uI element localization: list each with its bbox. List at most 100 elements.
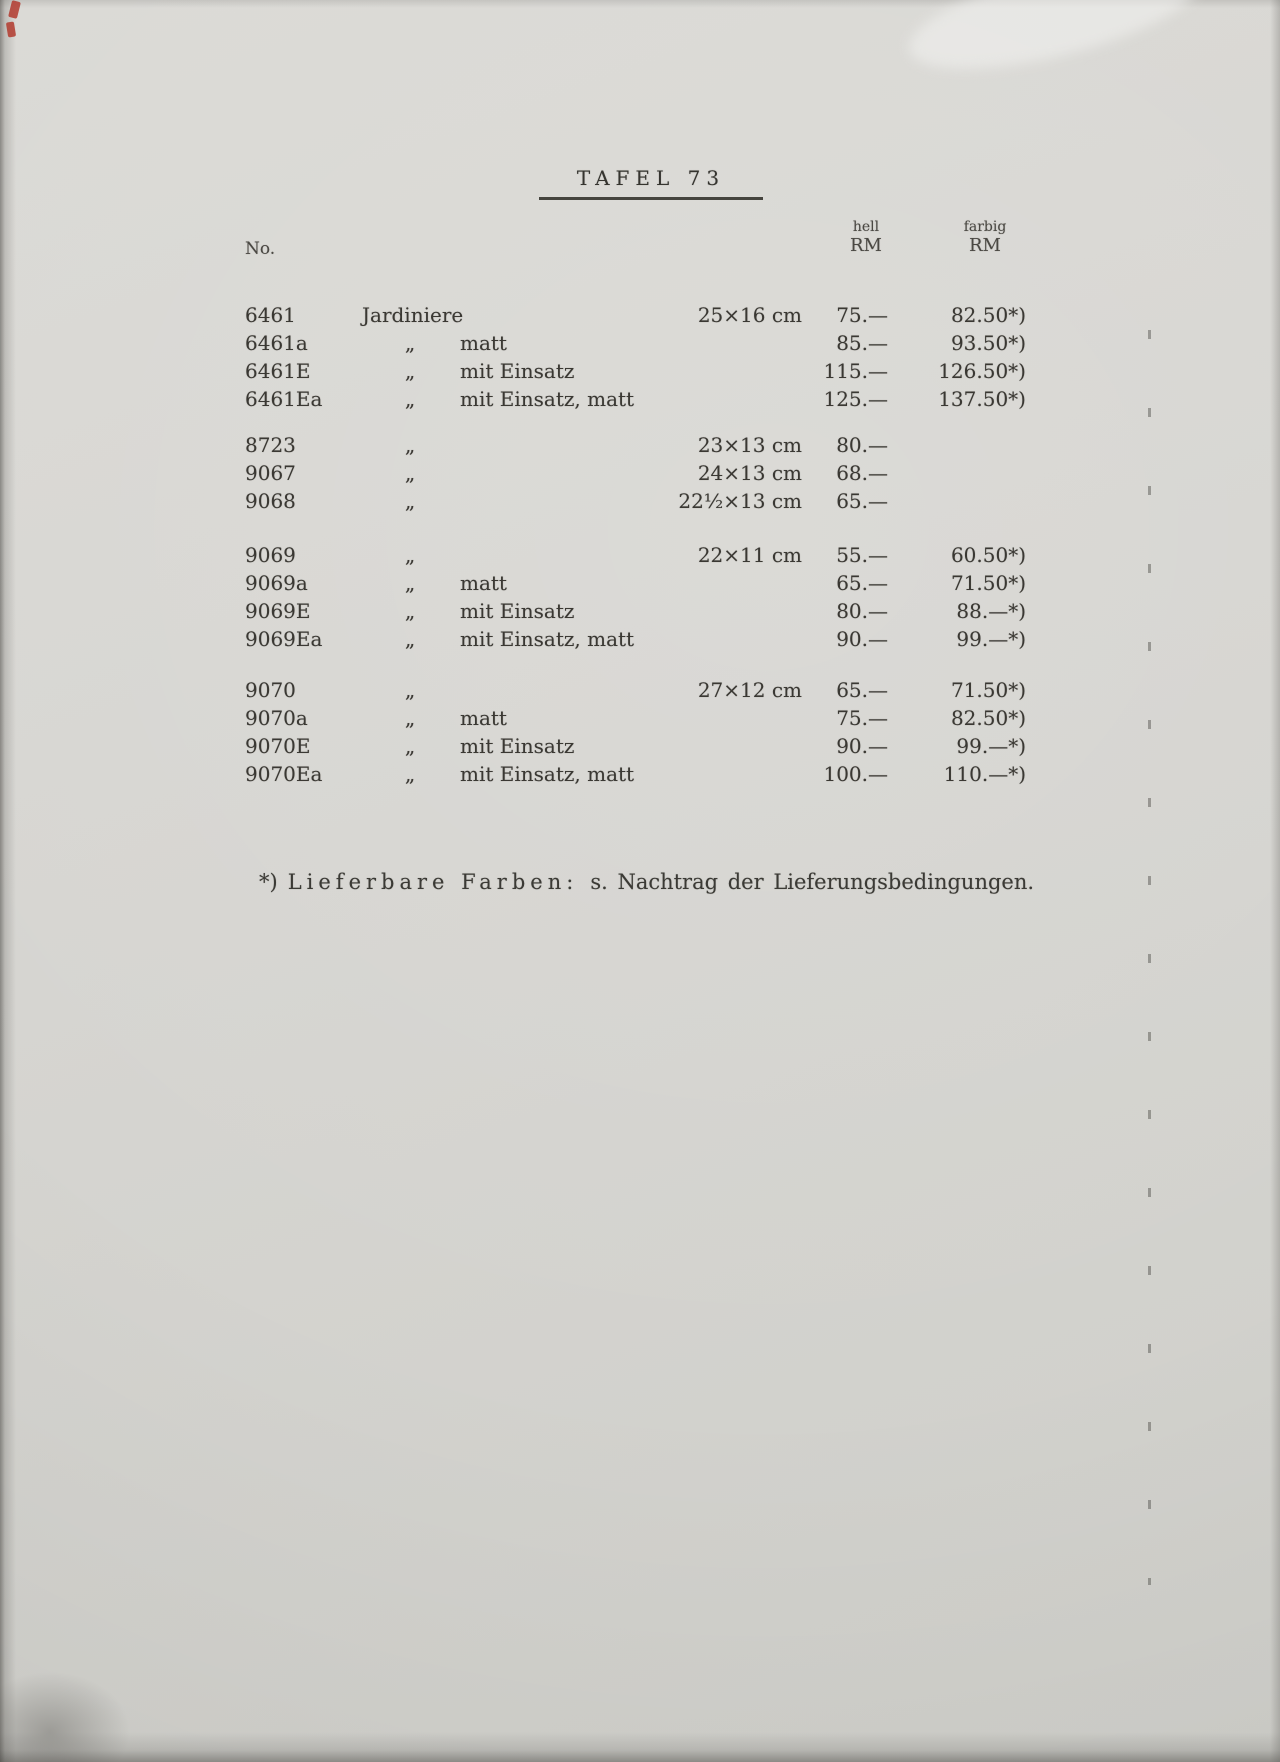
cell-price-hell: 80.—	[836, 599, 888, 623]
hell-label: hell	[852, 219, 880, 235]
cell-price-hell: 125.—	[823, 387, 888, 411]
cell-no: 9070Ea	[245, 762, 323, 786]
cell-name: „	[404, 571, 416, 595]
table-row: 9070a „ matt 75.— 82.50*)	[0, 704, 1280, 732]
cell-size: 23×13 cm	[697, 433, 802, 457]
cell-name: „	[404, 706, 416, 730]
cell-no: 9070a	[245, 706, 308, 730]
cell-price-farbig: 82.50*)	[950, 303, 1026, 327]
cell-name: „	[404, 489, 416, 513]
corner-shadow	[0, 1672, 130, 1762]
page-curl-highlight	[899, 0, 1211, 92]
cell-no: 8723	[245, 433, 296, 457]
cell-no: 6461E	[245, 359, 311, 383]
cell-desc: mit Einsatz, matt	[460, 762, 635, 786]
table-row: 8723 „ 23×13 cm 80.—	[0, 431, 1280, 459]
table-row: 9069 „ 22×11 cm 55.— 60.50*)	[0, 541, 1280, 569]
cell-size: 22½×13 cm	[678, 489, 802, 513]
cell-desc: matt	[460, 706, 507, 730]
cell-desc: mit Einsatz	[460, 599, 575, 623]
cell-price-farbig: 71.50*)	[950, 678, 1026, 702]
cell-price-hell: 55.—	[836, 543, 888, 567]
red-pen-mark	[5, 21, 17, 38]
cell-price-farbig: 88.—*)	[956, 599, 1026, 623]
cell-name: „	[404, 461, 416, 485]
cell-desc: matt	[460, 571, 507, 595]
cell-no: 9070	[245, 678, 296, 702]
cell-price-farbig: 137.50*)	[938, 387, 1026, 411]
table-row: 9070E „ mit Einsatz 90.— 99.—*)	[0, 732, 1280, 760]
cell-price-hell: 100.—	[823, 762, 888, 786]
column-header-hell: hell RM	[816, 219, 916, 257]
cell-size: 22×11 cm	[697, 543, 802, 567]
cell-no: 6461Ea	[245, 387, 323, 411]
cell-price-hell: 65.—	[836, 678, 888, 702]
price-table: 6461 Jardiniere 25×16 cm 75.— 82.50*) 64…	[0, 301, 1280, 788]
cell-name: „	[404, 678, 416, 702]
table-row: 6461E „ mit Einsatz 115.— 126.50*)	[0, 357, 1280, 385]
cell-name: „	[404, 359, 416, 383]
footnote: *) Lieferbare Farben: s. Nachtrag der Lief…	[259, 870, 1034, 894]
cell-price-hell: 85.—	[836, 331, 888, 355]
cell-price-hell: 80.—	[836, 433, 888, 457]
table-row: 9068 „ 22½×13 cm 65.—	[0, 487, 1280, 515]
cell-price-farbig: 99.—*)	[956, 627, 1026, 651]
cell-name: „	[404, 331, 416, 355]
cell-price-farbig: 93.50*)	[950, 331, 1026, 355]
cell-name: „	[404, 734, 416, 758]
cell-name: „	[404, 599, 416, 623]
cell-price-hell: 90.—	[836, 627, 888, 651]
cell-price-farbig: 126.50*)	[938, 359, 1026, 383]
table-row: 6461 Jardiniere 25×16 cm 75.— 82.50*)	[0, 301, 1280, 329]
footnote-rest-text: s. Nachtrag der Lieferungsbedingungen.	[590, 870, 1035, 894]
cell-name: „	[404, 387, 416, 411]
page-title: TAFEL 73	[539, 166, 763, 200]
cell-desc: mit Einsatz, matt	[460, 627, 635, 651]
footnote-spaced-text: Lieferbare Farben:	[287, 870, 579, 894]
cell-size: 27×12 cm	[697, 678, 802, 702]
margin-tick-marks	[1148, 330, 1151, 1585]
farbig-currency-label: RM	[969, 235, 1001, 256]
cell-no: 9069	[245, 543, 296, 567]
cell-name: „	[404, 762, 416, 786]
cell-desc: mit Einsatz, matt	[460, 387, 635, 411]
cell-price-hell: 115.—	[823, 359, 888, 383]
table-row: 9070Ea „ mit Einsatz, matt 100.— 110.—*)	[0, 760, 1280, 788]
cell-no: 9069Ea	[245, 627, 323, 651]
hell-currency-label: RM	[850, 235, 882, 256]
cell-price-hell: 75.—	[836, 303, 888, 327]
cell-name: Jardiniere	[362, 303, 464, 327]
table-row: 6461Ea „ mit Einsatz, matt 125.— 137.50*…	[0, 385, 1280, 413]
cell-price-farbig: 99.—*)	[956, 734, 1026, 758]
cell-price-farbig: 71.50*)	[950, 571, 1026, 595]
cell-no: 9067	[245, 461, 296, 485]
cell-no: 9070E	[245, 734, 311, 758]
table-row: 9069a „ matt 65.— 71.50*)	[0, 569, 1280, 597]
footnote-marker: *)	[259, 870, 278, 894]
cell-price-farbig: 110.—*)	[943, 762, 1026, 786]
table-row: 6461a „ matt 85.— 93.50*)	[0, 329, 1280, 357]
table-row: 9069E „ mit Einsatz 80.— 88.—*)	[0, 597, 1280, 625]
red-pen-mark	[8, 0, 21, 19]
cell-no: 6461	[245, 303, 296, 327]
cell-price-farbig: 60.50*)	[950, 543, 1026, 567]
cell-price-hell: 65.—	[836, 489, 888, 513]
cell-price-hell: 90.—	[836, 734, 888, 758]
cell-size: 25×16 cm	[697, 303, 802, 327]
cell-price-hell: 75.—	[836, 706, 888, 730]
cell-name: „	[404, 433, 416, 457]
table-row: 9067 „ 24×13 cm 68.—	[0, 459, 1280, 487]
cell-price-hell: 68.—	[836, 461, 888, 485]
cell-desc: mit Einsatz	[460, 734, 575, 758]
column-header-no: No.	[245, 239, 276, 259]
cell-name: „	[404, 627, 416, 651]
table-row: 9069Ea „ mit Einsatz, matt 90.— 99.—*)	[0, 625, 1280, 653]
cell-size: 24×13 cm	[697, 461, 802, 485]
cell-no: 9069a	[245, 571, 308, 595]
cell-no: 9068	[245, 489, 296, 513]
cell-desc: mit Einsatz	[460, 359, 575, 383]
cell-price-farbig: 82.50*)	[950, 706, 1026, 730]
table-row: 9070 „ 27×12 cm 65.— 71.50*)	[0, 676, 1280, 704]
farbig-label: farbig	[963, 219, 1007, 235]
